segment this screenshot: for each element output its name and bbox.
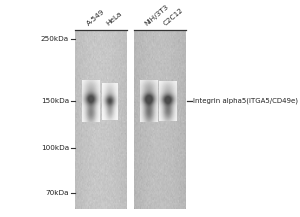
Text: Integrin alpha5(ITGA5/CD49e): Integrin alpha5(ITGA5/CD49e) — [193, 98, 298, 104]
Text: 250kDa: 250kDa — [41, 36, 69, 42]
Text: HeLa: HeLa — [105, 11, 123, 27]
Text: 150kDa: 150kDa — [41, 98, 69, 104]
Text: A-549: A-549 — [85, 9, 106, 27]
Text: 100kDa: 100kDa — [41, 145, 69, 151]
Text: NIH/3T3: NIH/3T3 — [143, 4, 170, 27]
Text: 70kDa: 70kDa — [45, 190, 69, 196]
Text: C2C12: C2C12 — [163, 7, 185, 27]
